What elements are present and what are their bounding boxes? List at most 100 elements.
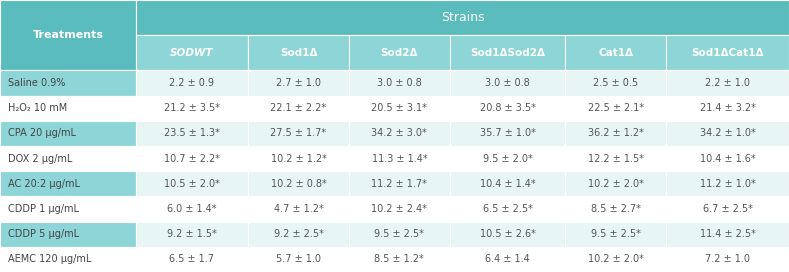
Bar xyxy=(349,35,450,70)
Text: 23.5 ± 1.3*: 23.5 ± 1.3* xyxy=(164,128,220,138)
Bar xyxy=(0,121,136,146)
Text: 22.5 ± 2.1*: 22.5 ± 2.1* xyxy=(588,103,644,113)
Bar xyxy=(136,247,248,272)
Text: 6.4 ± 1.4: 6.4 ± 1.4 xyxy=(485,254,530,264)
Bar xyxy=(136,121,248,146)
Text: 7.2 ± 1.0: 7.2 ± 1.0 xyxy=(705,254,750,264)
Bar xyxy=(136,222,248,247)
Text: 34.2 ± 3.0*: 34.2 ± 3.0* xyxy=(372,128,427,138)
Bar xyxy=(0,196,136,222)
Bar xyxy=(0,96,136,121)
Bar xyxy=(566,35,666,70)
Bar xyxy=(349,70,450,96)
Bar xyxy=(666,247,789,272)
Text: Strains: Strains xyxy=(440,11,484,24)
Text: CDDP 1 µg/mL: CDDP 1 µg/mL xyxy=(8,204,79,214)
Text: 10.2 ± 2.4*: 10.2 ± 2.4* xyxy=(372,204,428,214)
Text: AC 20:2 µg/mL: AC 20:2 µg/mL xyxy=(8,179,80,189)
Bar xyxy=(450,171,566,196)
Bar xyxy=(248,196,349,222)
Text: 3.0 ± 0.8: 3.0 ± 0.8 xyxy=(377,78,421,88)
Bar xyxy=(566,171,666,196)
Text: 9.2 ± 1.5*: 9.2 ± 1.5* xyxy=(167,229,217,239)
Bar xyxy=(450,70,566,96)
Text: CPA 20 µg/mL: CPA 20 µg/mL xyxy=(8,128,76,138)
Bar xyxy=(0,146,136,171)
Bar xyxy=(136,35,248,70)
Bar xyxy=(349,96,450,121)
Text: 34.2 ± 1.0*: 34.2 ± 1.0* xyxy=(700,128,756,138)
Bar xyxy=(248,70,349,96)
Text: 22.1 ± 2.2*: 22.1 ± 2.2* xyxy=(271,103,327,113)
Bar xyxy=(666,96,789,121)
Bar xyxy=(666,196,789,222)
Bar xyxy=(349,196,450,222)
Text: 10.4 ± 1.4*: 10.4 ± 1.4* xyxy=(480,179,536,189)
Bar xyxy=(349,222,450,247)
Bar xyxy=(349,171,450,196)
Text: 10.2 ± 2.0*: 10.2 ± 2.0* xyxy=(588,254,644,264)
Bar xyxy=(566,121,666,146)
Bar xyxy=(136,70,248,96)
Text: 10.7 ± 2.2*: 10.7 ± 2.2* xyxy=(164,154,220,164)
Bar xyxy=(248,96,349,121)
Text: SODWT: SODWT xyxy=(170,48,214,58)
Text: 2.2 ± 0.9: 2.2 ± 0.9 xyxy=(170,78,215,88)
Text: H₂O₂ 10 mM: H₂O₂ 10 mM xyxy=(8,103,67,113)
Bar xyxy=(566,196,666,222)
Bar xyxy=(0,247,136,272)
Text: 9.5 ± 2.0*: 9.5 ± 2.0* xyxy=(483,154,533,164)
Bar xyxy=(566,146,666,171)
Text: Sod1Δ: Sod1Δ xyxy=(280,48,317,58)
Text: 8.5 ± 1.2*: 8.5 ± 1.2* xyxy=(375,254,424,264)
Text: 6.0 ± 1.4*: 6.0 ± 1.4* xyxy=(167,204,217,214)
Bar xyxy=(248,35,349,70)
Text: 3.0 ± 0.8: 3.0 ± 0.8 xyxy=(485,78,530,88)
Text: 11.3 ± 1.4*: 11.3 ± 1.4* xyxy=(372,154,427,164)
Bar xyxy=(136,171,248,196)
Text: 21.4 ± 3.2*: 21.4 ± 3.2* xyxy=(700,103,756,113)
Bar xyxy=(566,96,666,121)
Bar xyxy=(136,196,248,222)
Text: 10.2 ± 1.2*: 10.2 ± 1.2* xyxy=(271,154,327,164)
Text: 2.5 ± 0.5: 2.5 ± 0.5 xyxy=(593,78,638,88)
Bar xyxy=(248,222,349,247)
Text: 11.2 ± 1.0*: 11.2 ± 1.0* xyxy=(700,179,756,189)
Text: 9.5 ± 2.5*: 9.5 ± 2.5* xyxy=(375,229,424,239)
Bar xyxy=(0,0,136,70)
Bar xyxy=(450,247,566,272)
Bar xyxy=(450,121,566,146)
Text: 8.5 ± 2.7*: 8.5 ± 2.7* xyxy=(591,204,641,214)
Text: 10.4 ± 1.6*: 10.4 ± 1.6* xyxy=(700,154,755,164)
Bar xyxy=(349,121,450,146)
Bar xyxy=(0,222,136,247)
Text: 21.2 ± 3.5*: 21.2 ± 3.5* xyxy=(164,103,220,113)
Bar xyxy=(136,146,248,171)
Text: Saline 0.9%: Saline 0.9% xyxy=(8,78,65,88)
Text: 10.2 ± 0.8*: 10.2 ± 0.8* xyxy=(271,179,327,189)
Text: 6.5 ± 2.5*: 6.5 ± 2.5* xyxy=(483,204,533,214)
Bar xyxy=(248,121,349,146)
Text: Treatments: Treatments xyxy=(32,30,103,40)
Bar xyxy=(136,96,248,121)
Text: 2.2 ± 1.0: 2.2 ± 1.0 xyxy=(705,78,750,88)
Text: 36.2 ± 1.2*: 36.2 ± 1.2* xyxy=(588,128,644,138)
Text: 10.5 ± 2.0*: 10.5 ± 2.0* xyxy=(164,179,220,189)
Bar xyxy=(248,146,349,171)
Bar xyxy=(450,196,566,222)
Text: 6.5 ± 1.7: 6.5 ± 1.7 xyxy=(170,254,215,264)
Text: 4.7 ± 1.2*: 4.7 ± 1.2* xyxy=(274,204,323,214)
Bar xyxy=(349,247,450,272)
Bar xyxy=(248,247,349,272)
Bar xyxy=(566,247,666,272)
Bar xyxy=(666,146,789,171)
Bar xyxy=(450,96,566,121)
Bar xyxy=(450,146,566,171)
Text: 27.5 ± 1.7*: 27.5 ± 1.7* xyxy=(271,128,327,138)
Text: AEMC 120 µg/mL: AEMC 120 µg/mL xyxy=(8,254,92,264)
Text: 5.7 ± 1.0: 5.7 ± 1.0 xyxy=(276,254,321,264)
Bar xyxy=(666,35,789,70)
Text: 10.2 ± 2.0*: 10.2 ± 2.0* xyxy=(588,179,644,189)
Text: 9.2 ± 2.5*: 9.2 ± 2.5* xyxy=(274,229,323,239)
Text: 11.4 ± 2.5*: 11.4 ± 2.5* xyxy=(700,229,756,239)
